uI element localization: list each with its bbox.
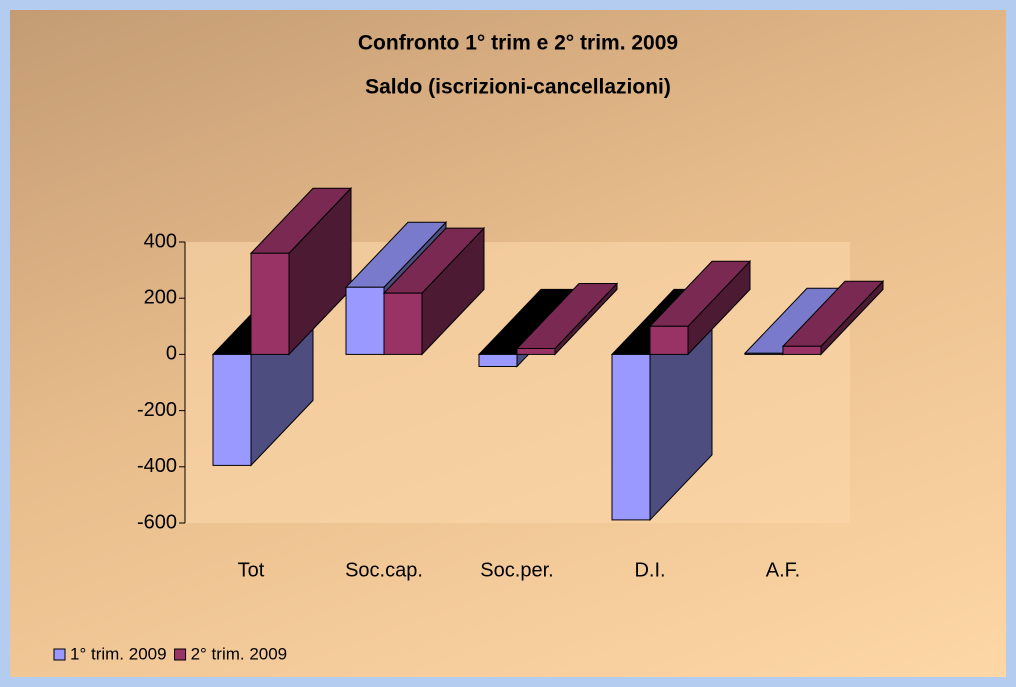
bar [516, 347, 556, 355]
y-tick-label: -600 [137, 511, 177, 533]
y-tick-label: 0 [166, 343, 177, 365]
y-tick-label: 200 [144, 286, 177, 308]
bar [744, 352, 784, 355]
x-tick-label: Tot [238, 559, 265, 581]
bar [383, 292, 423, 355]
y-tick-label: 400 [144, 230, 177, 252]
x-tick-label: Soc.cap. [345, 559, 423, 581]
x-tick-label: D.I. [634, 559, 665, 581]
chart: Confronto 1° trim e 2° trim. 2009 Saldo … [53, 32, 885, 663]
bar [345, 286, 385, 355]
legend-swatch [53, 648, 66, 661]
bar [649, 325, 689, 355]
bar [611, 353, 651, 521]
bar [250, 252, 290, 355]
bar [478, 353, 518, 367]
y-tick-label: -400 [137, 455, 177, 477]
y-tick-label: -200 [137, 399, 177, 421]
bar [212, 353, 252, 466]
legend-label: 1° trim. 2009 [70, 644, 167, 663]
legend-swatch [174, 648, 187, 661]
x-tick-label: A.F. [766, 559, 800, 581]
chart-subtitle: Saldo (iscrizioni-cancellazioni) [365, 76, 671, 99]
legend-label: 2° trim. 2009 [191, 644, 288, 663]
bar [782, 345, 822, 355]
chart-title: Confronto 1° trim e 2° trim. 2009 [358, 32, 678, 55]
x-tick-label: Soc.per. [480, 559, 553, 581]
